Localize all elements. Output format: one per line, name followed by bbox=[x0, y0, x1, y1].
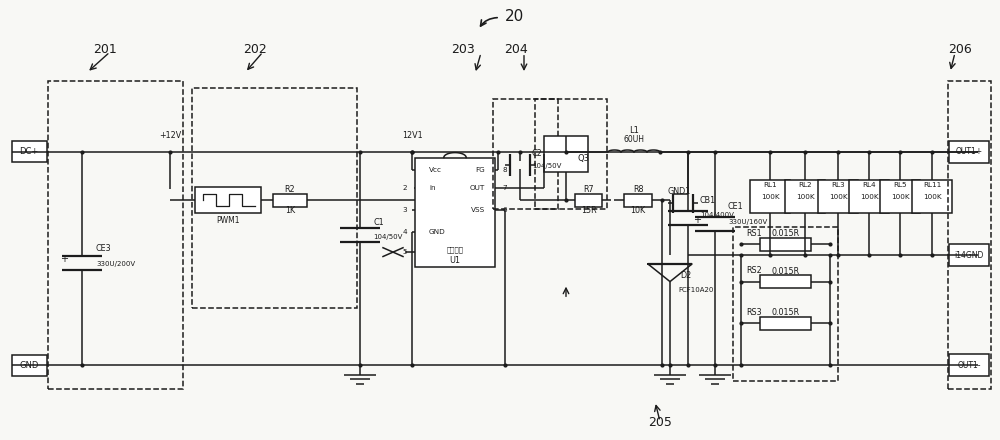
Bar bbox=[949, 354, 989, 376]
Text: 8: 8 bbox=[503, 167, 507, 173]
Text: U1: U1 bbox=[449, 256, 460, 264]
Text: 2: 2 bbox=[403, 185, 407, 191]
Text: PWM1: PWM1 bbox=[216, 216, 240, 225]
Text: 330U/160V: 330U/160V bbox=[728, 219, 767, 225]
Bar bbox=[750, 180, 790, 213]
Text: R2: R2 bbox=[285, 185, 295, 194]
Text: 6: 6 bbox=[503, 207, 507, 213]
Text: 205: 205 bbox=[648, 416, 672, 429]
Bar bbox=[544, 136, 588, 172]
Bar bbox=[415, 158, 495, 267]
Text: RL4: RL4 bbox=[862, 182, 876, 188]
Text: RS2: RS2 bbox=[746, 266, 762, 275]
Bar bbox=[949, 141, 989, 163]
Text: 330U/200V: 330U/200V bbox=[96, 261, 135, 267]
Text: RL1: RL1 bbox=[763, 182, 777, 188]
Text: 100K: 100K bbox=[761, 194, 779, 200]
Text: 100K: 100K bbox=[923, 194, 941, 200]
Text: FCF10A20: FCF10A20 bbox=[678, 286, 713, 293]
Text: GND1: GND1 bbox=[667, 187, 690, 196]
Text: CE3: CE3 bbox=[96, 244, 112, 253]
Text: Q3: Q3 bbox=[578, 154, 590, 163]
Text: 202: 202 bbox=[243, 43, 267, 56]
Text: 206: 206 bbox=[948, 43, 972, 56]
Text: C2: C2 bbox=[532, 150, 543, 158]
Text: 104/400V: 104/400V bbox=[700, 212, 734, 218]
Bar bbox=[760, 317, 811, 330]
Text: 100K: 100K bbox=[796, 194, 814, 200]
Text: RL3: RL3 bbox=[831, 182, 845, 188]
Text: 15R: 15R bbox=[581, 206, 596, 215]
Bar bbox=[535, 99, 607, 209]
Bar bbox=[948, 81, 991, 389]
Text: in: in bbox=[429, 185, 436, 191]
Text: 104/50V: 104/50V bbox=[532, 163, 561, 169]
Bar bbox=[880, 180, 920, 213]
Bar bbox=[624, 194, 652, 207]
Text: 60UH: 60UH bbox=[624, 135, 644, 144]
Text: 201: 201 bbox=[93, 43, 117, 56]
Text: 0.015R: 0.015R bbox=[771, 229, 800, 238]
Text: 203: 203 bbox=[451, 43, 475, 56]
Bar bbox=[818, 180, 858, 213]
Text: RL11: RL11 bbox=[923, 182, 941, 188]
Text: RS1: RS1 bbox=[746, 229, 762, 238]
Bar bbox=[195, 187, 261, 213]
Text: 3: 3 bbox=[403, 207, 407, 213]
Text: GND: GND bbox=[429, 229, 446, 235]
Text: 5: 5 bbox=[403, 249, 407, 255]
Bar bbox=[12, 141, 47, 162]
Text: R7: R7 bbox=[583, 185, 594, 194]
Text: FG: FG bbox=[475, 167, 485, 173]
Text: C1: C1 bbox=[373, 218, 384, 227]
Text: R8: R8 bbox=[633, 185, 643, 194]
Text: 204: 204 bbox=[504, 43, 528, 56]
Text: 10K: 10K bbox=[630, 206, 646, 215]
Text: RL5: RL5 bbox=[893, 182, 907, 188]
Bar bbox=[912, 180, 952, 213]
Text: OUT: OUT bbox=[470, 185, 485, 191]
Text: OUT1-: OUT1- bbox=[957, 361, 981, 370]
Text: +12V: +12V bbox=[159, 131, 181, 139]
Text: GND: GND bbox=[19, 361, 39, 370]
Text: 高频驱动: 高频驱动 bbox=[446, 246, 463, 253]
Text: 100K: 100K bbox=[829, 194, 847, 200]
Text: 104/50V: 104/50V bbox=[373, 234, 402, 240]
Bar bbox=[192, 88, 357, 308]
Text: +: + bbox=[693, 215, 701, 225]
Text: OUT1+: OUT1+ bbox=[955, 147, 983, 156]
Bar bbox=[949, 244, 989, 266]
Bar bbox=[575, 194, 602, 207]
Text: Vcc: Vcc bbox=[429, 167, 442, 173]
Text: DC+: DC+ bbox=[19, 147, 39, 156]
Text: 100K: 100K bbox=[891, 194, 909, 200]
Text: 4: 4 bbox=[403, 229, 407, 235]
Bar bbox=[48, 81, 183, 389]
Text: L1: L1 bbox=[629, 126, 639, 135]
Text: +: + bbox=[60, 253, 68, 264]
Text: RS3: RS3 bbox=[746, 308, 762, 317]
Text: 0.015R: 0.015R bbox=[771, 308, 800, 317]
Text: i14GND: i14GND bbox=[954, 251, 984, 260]
Bar bbox=[785, 180, 825, 213]
Text: 20: 20 bbox=[505, 9, 524, 24]
Bar bbox=[273, 194, 307, 207]
Bar bbox=[760, 238, 811, 251]
Text: CE1: CE1 bbox=[728, 202, 744, 211]
Bar bbox=[849, 180, 889, 213]
Text: CB1: CB1 bbox=[700, 196, 716, 205]
Text: D2: D2 bbox=[680, 271, 691, 279]
Text: 100K: 100K bbox=[860, 194, 878, 200]
Bar bbox=[493, 99, 558, 209]
Text: 7: 7 bbox=[503, 185, 507, 191]
Text: VSS: VSS bbox=[471, 207, 485, 213]
Text: 1K: 1K bbox=[285, 206, 295, 215]
Bar bbox=[12, 355, 47, 376]
Text: 0.015R: 0.015R bbox=[771, 267, 800, 275]
Text: 12V1: 12V1 bbox=[402, 131, 422, 139]
Text: RL2: RL2 bbox=[798, 182, 812, 188]
Bar bbox=[760, 275, 811, 288]
Bar bbox=[733, 227, 838, 381]
